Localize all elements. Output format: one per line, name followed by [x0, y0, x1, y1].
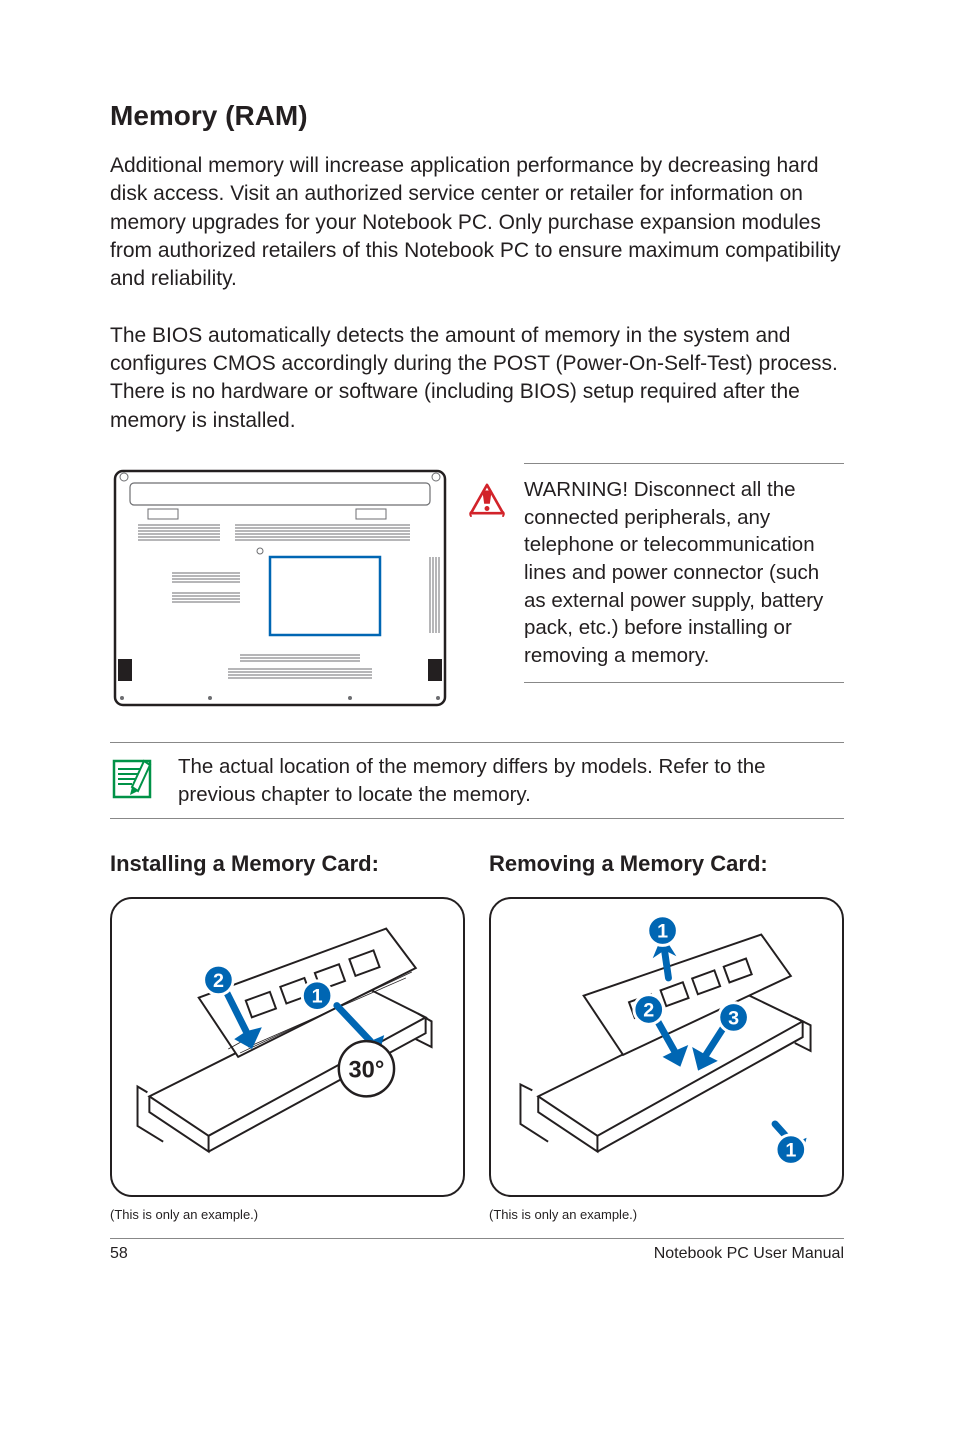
svg-text:1: 1 [312, 986, 323, 1008]
remove-column: Removing a Memory Card: [489, 851, 844, 1222]
note-text: The actual location of the memory differ… [178, 753, 844, 808]
install-column: Installing a Memory Card: [110, 851, 465, 1222]
install-caption: (This is only an example.) [110, 1207, 465, 1222]
page-title: Memory (RAM) [110, 100, 844, 132]
remove-diagram: 1 2 3 1 [489, 897, 844, 1197]
warning-icon [468, 463, 506, 522]
memory-card-section: Installing a Memory Card: [110, 851, 844, 1222]
svg-text:30°: 30° [349, 1058, 385, 1084]
svg-text:1: 1 [657, 921, 668, 943]
remove-heading: Removing a Memory Card: [489, 851, 844, 877]
laptop-bottom-diagram [110, 463, 450, 718]
note-section: The actual location of the memory differ… [110, 742, 844, 819]
page-number: 58 [110, 1245, 128, 1263]
footer-title: Notebook PC User Manual [654, 1245, 844, 1263]
page-footer: 58 Notebook PC User Manual [110, 1238, 844, 1263]
remove-caption: (This is only an example.) [489, 1207, 844, 1222]
warning-text: WARNING! Disconnect all the connected pe… [524, 463, 844, 683]
svg-text:2: 2 [213, 970, 224, 992]
paragraph-bios: The BIOS automatically detects the amoun… [110, 322, 844, 435]
svg-text:3: 3 [728, 1008, 739, 1030]
install-diagram: 30° 2 1 [110, 897, 465, 1197]
warning-section: WARNING! Disconnect all the connected pe… [110, 463, 844, 718]
install-heading: Installing a Memory Card: [110, 851, 465, 877]
paragraph-intro: Additional memory will increase applicat… [110, 152, 844, 294]
svg-text:2: 2 [643, 1000, 654, 1022]
note-icon [110, 753, 154, 806]
svg-text:1: 1 [785, 1140, 796, 1162]
